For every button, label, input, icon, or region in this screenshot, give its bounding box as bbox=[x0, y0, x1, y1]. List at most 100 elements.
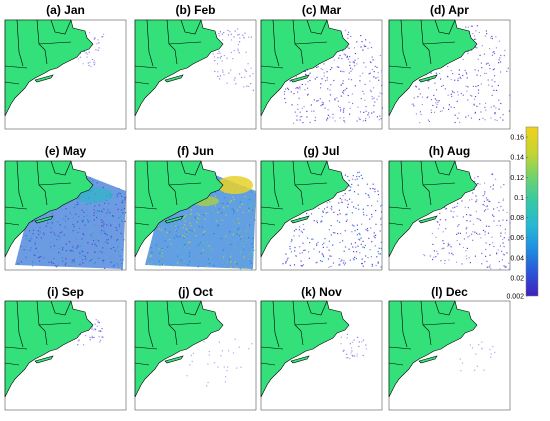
panel-title: (l) Dec bbox=[431, 285, 468, 299]
map-panel-jan: (a) Jan bbox=[4, 3, 127, 130]
land-mass bbox=[4, 300, 94, 398]
state-border bbox=[16, 160, 24, 208]
state-border bbox=[44, 190, 48, 206]
colorbar-tick-label: 0.12 bbox=[510, 175, 524, 182]
panel-title: (f) Jun bbox=[177, 144, 214, 158]
state-border bbox=[134, 362, 150, 366]
state-border bbox=[168, 182, 202, 186]
map-panel-jun: (f) Jun bbox=[134, 144, 257, 271]
state-border bbox=[180, 19, 202, 35]
colorbar-tick-label: 0.06 bbox=[510, 235, 524, 242]
long-island bbox=[34, 215, 54, 224]
panel-title: (i) Sep bbox=[47, 285, 84, 299]
land-mass bbox=[260, 300, 350, 398]
colorbar-tick-label: 0.14 bbox=[510, 155, 524, 162]
colorbar-tick-label: 0.002 bbox=[506, 294, 524, 301]
chlorophyll-dots bbox=[459, 341, 496, 372]
panel-title: (c) Mar bbox=[302, 3, 342, 17]
state-border bbox=[146, 300, 154, 348]
state-border bbox=[272, 300, 280, 348]
panel-title: (d) Apr bbox=[430, 3, 469, 17]
colorbar-tick-label: 0.04 bbox=[510, 255, 524, 262]
state-border bbox=[400, 300, 408, 348]
state-border bbox=[434, 160, 456, 176]
state-border bbox=[168, 41, 202, 45]
land-mass bbox=[4, 19, 94, 117]
state-border bbox=[38, 182, 72, 186]
state-border bbox=[44, 330, 48, 346]
colorbar-tick-label: 0.16 bbox=[510, 135, 524, 142]
long-island bbox=[290, 215, 310, 224]
colorbar-gradient bbox=[525, 126, 539, 297]
colorbar: 0.16 0.14 0.12 0.1 0.08 0.06 0.04 0.02 0.002 bbox=[506, 126, 539, 301]
state-border bbox=[174, 330, 178, 346]
state-border bbox=[168, 322, 202, 326]
state-border bbox=[306, 300, 328, 316]
map-panel-sep: (i) Sep bbox=[4, 285, 127, 411]
long-island bbox=[418, 215, 438, 224]
land-mass bbox=[134, 300, 224, 398]
long-island bbox=[164, 74, 184, 83]
state-border bbox=[174, 49, 178, 65]
state-border bbox=[400, 19, 408, 67]
state-border bbox=[388, 362, 404, 366]
high-value-hotspot bbox=[217, 176, 253, 194]
state-border bbox=[428, 49, 432, 65]
map-panel-may: (e) May bbox=[4, 144, 127, 271]
colorbar-tick-label: 0.02 bbox=[510, 275, 524, 282]
panel-title: (a) Jan bbox=[46, 3, 85, 17]
state-border bbox=[260, 362, 276, 366]
state-border bbox=[16, 19, 24, 67]
long-island bbox=[418, 355, 438, 364]
long-island bbox=[34, 74, 54, 83]
map-panel-feb: (b) Feb bbox=[134, 3, 257, 130]
state-border bbox=[260, 206, 284, 210]
long-island bbox=[34, 355, 54, 364]
state-border bbox=[38, 322, 72, 326]
chlorophyll-dots bbox=[340, 333, 368, 360]
state-border bbox=[294, 41, 328, 45]
state-border bbox=[38, 41, 72, 45]
state-border bbox=[306, 160, 328, 176]
state-border bbox=[146, 19, 154, 67]
state-border bbox=[388, 206, 412, 210]
map-panel-apr: (d) Apr bbox=[388, 3, 511, 130]
state-border bbox=[300, 330, 304, 346]
chlorophyll-dots bbox=[423, 173, 511, 270]
state-border bbox=[400, 160, 408, 208]
land-mass bbox=[388, 160, 478, 258]
state-border bbox=[260, 81, 276, 85]
colorbar-tick-label: 0.1 bbox=[514, 195, 524, 202]
state-border bbox=[260, 222, 276, 226]
state-border bbox=[180, 160, 202, 176]
state-border bbox=[180, 300, 202, 316]
state-border bbox=[294, 322, 328, 326]
state-border bbox=[388, 222, 404, 226]
state-border bbox=[134, 206, 158, 210]
long-island bbox=[164, 355, 184, 364]
state-border bbox=[300, 190, 304, 206]
state-border bbox=[4, 346, 28, 350]
land-mass bbox=[260, 19, 350, 117]
land-mass bbox=[134, 160, 224, 258]
state-border bbox=[174, 190, 178, 206]
state-border bbox=[422, 322, 456, 326]
map-panel-jul: (g) Jul bbox=[260, 144, 383, 271]
state-border bbox=[306, 19, 328, 35]
state-border bbox=[300, 49, 304, 65]
state-border bbox=[146, 160, 154, 208]
state-border bbox=[428, 190, 432, 206]
panels-group: (a) Jan (b) Feb (c) Mar (d) Apr (e) May (f) J… bbox=[4, 3, 511, 411]
state-border bbox=[4, 362, 20, 366]
state-border bbox=[428, 330, 432, 346]
state-border bbox=[422, 41, 456, 45]
map-panel-nov: (k) Nov bbox=[260, 285, 383, 411]
chlorophyll-dots bbox=[209, 28, 254, 91]
state-border bbox=[44, 49, 48, 65]
state-border bbox=[134, 222, 150, 226]
map-panel-mar: (c) Mar bbox=[260, 3, 383, 130]
state-border bbox=[260, 346, 284, 350]
colorbar-tick-label: 0.08 bbox=[510, 215, 524, 222]
state-border bbox=[50, 19, 72, 35]
